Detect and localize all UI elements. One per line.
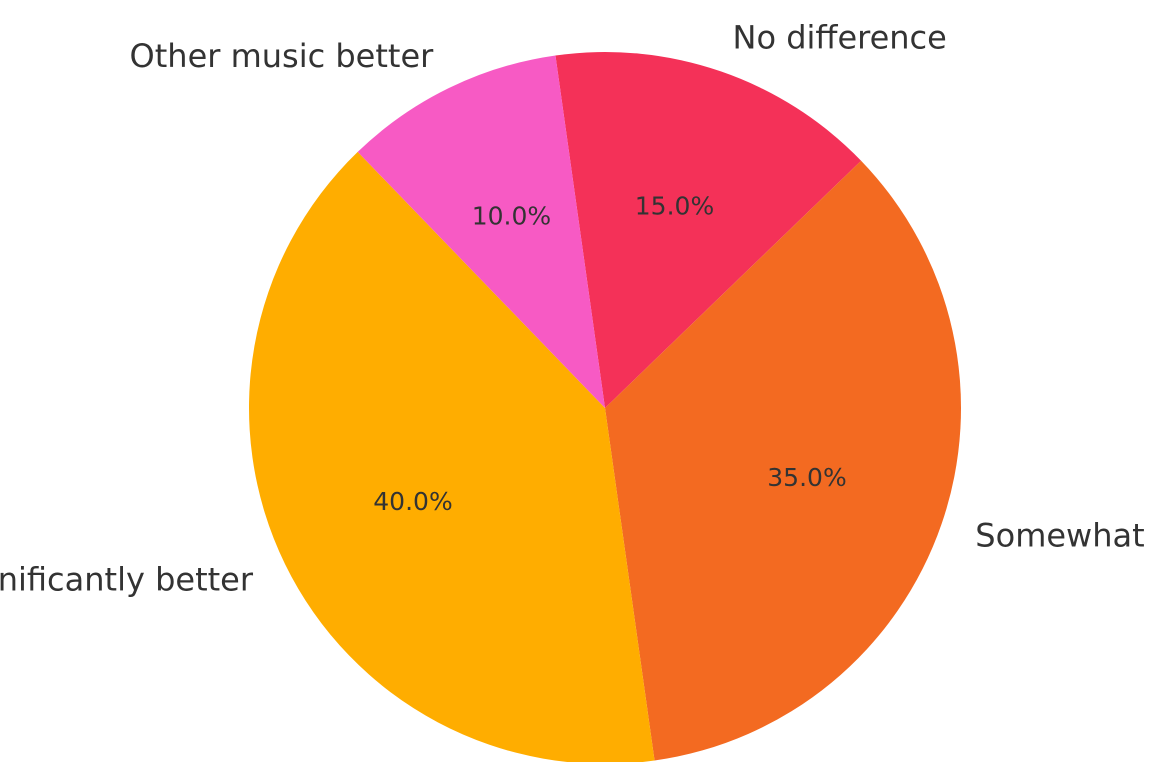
pie-slice-somewhat [605,160,962,761]
pie-slice-no-difference [555,51,862,408]
category-label-other-music-better: Other music better [130,37,435,75]
pct-label-other-music-better: 10.0% [472,202,551,231]
pct-label-somewhat: 35.0% [767,463,846,492]
pie-slices [249,51,962,762]
percentage-labels: 15.0% 35.0% 40.0% 10.0% [373,192,846,517]
pie-slice-other-music-better [357,55,605,409]
category-label-significantly-better: Significantly better [0,561,254,599]
pie-slice-significantly-better [249,151,655,762]
pct-label-significantly-better: 40.0% [373,487,452,516]
category-labels: No difference Somewhat Significantly bette… [0,19,1145,599]
pct-label-no-difference: 15.0% [635,192,714,221]
category-label-somewhat: Somewhat [975,517,1144,555]
category-label-no-difference: No difference [733,19,947,57]
